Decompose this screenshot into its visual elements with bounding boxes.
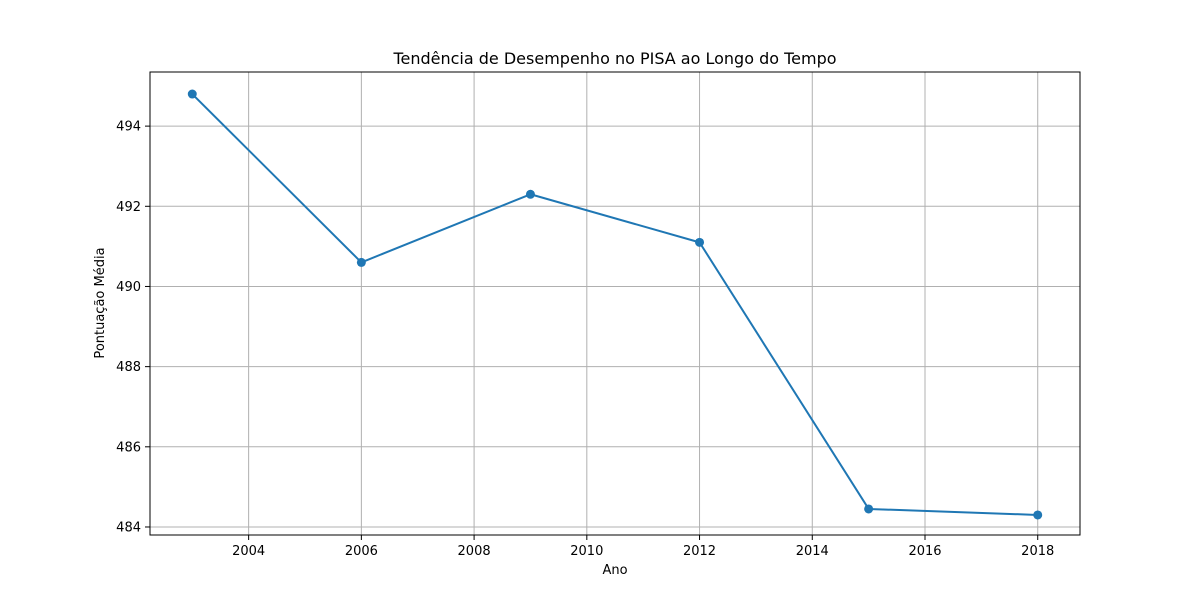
series-layer <box>187 89 1043 520</box>
y-tick-label: 494 <box>116 120 141 135</box>
y-tick-label: 490 <box>116 280 141 295</box>
y-axis-label: Pontuação Média <box>93 247 108 358</box>
x-axis-label: Ano <box>602 563 627 578</box>
series-line <box>191 93 1038 516</box>
chart-title: Tendência de Desempenho no PISA ao Longo… <box>392 49 836 68</box>
x-tick-label: 2006 <box>345 544 378 559</box>
data-point <box>864 504 874 514</box>
x-tick-label: 2016 <box>908 544 941 559</box>
data-point <box>1033 510 1043 520</box>
data-point <box>695 237 705 247</box>
data-point <box>356 257 366 267</box>
y-tick-label: 486 <box>116 440 141 455</box>
plot-frame <box>149 71 1081 536</box>
data-point <box>525 189 535 199</box>
grid <box>150 72 1080 535</box>
data-point <box>187 89 197 99</box>
y-tick-label: 484 <box>116 520 141 535</box>
x-tick-label: 2008 <box>458 544 491 559</box>
x-tick-label: 2004 <box>232 544 265 559</box>
ticks: 2004 2006 2008 2010 2012 2014 2016 2018 484 486 48… <box>116 120 1054 559</box>
x-tick-label: 2014 <box>796 544 829 559</box>
y-tick-label: 492 <box>116 200 141 215</box>
x-tick-label: 2010 <box>570 544 603 559</box>
x-tick-label: 2012 <box>683 544 716 559</box>
y-tick-label: 488 <box>116 360 141 375</box>
x-tick-label: 2018 <box>1021 544 1054 559</box>
